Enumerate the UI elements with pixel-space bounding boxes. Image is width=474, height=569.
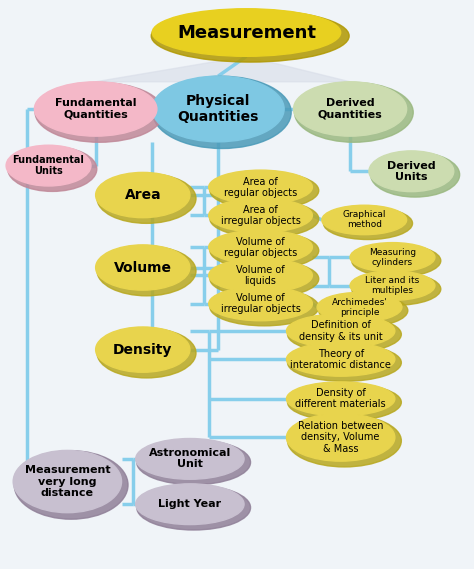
Text: Volume of
irregular objects: Volume of irregular objects: [220, 293, 301, 314]
Ellipse shape: [151, 10, 349, 62]
Text: Physical
Quantities: Physical Quantities: [177, 94, 259, 124]
Text: Light Year: Light Year: [158, 499, 221, 509]
Ellipse shape: [288, 344, 401, 381]
Ellipse shape: [288, 384, 401, 421]
Ellipse shape: [286, 343, 395, 376]
Ellipse shape: [96, 245, 190, 290]
Ellipse shape: [210, 260, 319, 298]
Ellipse shape: [371, 152, 460, 197]
Text: Density of
different materials: Density of different materials: [295, 388, 386, 410]
Polygon shape: [96, 56, 350, 82]
Ellipse shape: [323, 207, 412, 240]
Text: Volume: Volume: [114, 261, 172, 274]
Ellipse shape: [209, 199, 312, 232]
Text: Liter and its
multiples: Liter and its multiples: [365, 276, 419, 295]
Text: Derived
Units: Derived Units: [387, 160, 436, 182]
Text: Derived
Quantities: Derived Quantities: [318, 98, 383, 119]
Ellipse shape: [369, 151, 454, 192]
Text: Theory of
interatomic distance: Theory of interatomic distance: [290, 349, 391, 370]
Text: Fundamental
Units: Fundamental Units: [13, 155, 84, 176]
Ellipse shape: [294, 83, 413, 142]
Ellipse shape: [350, 242, 435, 272]
Ellipse shape: [210, 172, 319, 209]
Ellipse shape: [210, 232, 319, 269]
Text: Graphical
method: Graphical method: [343, 211, 386, 229]
Ellipse shape: [293, 82, 407, 136]
Text: Measuring
cylinders: Measuring cylinders: [369, 248, 416, 267]
Ellipse shape: [288, 415, 401, 467]
Text: Volume of
regular objects: Volume of regular objects: [224, 237, 297, 258]
Text: Archimedes'
principle: Archimedes' principle: [332, 298, 387, 317]
Ellipse shape: [286, 382, 395, 416]
Ellipse shape: [137, 485, 251, 530]
Text: Measurement
very long
distance: Measurement very long distance: [25, 465, 110, 498]
Ellipse shape: [153, 76, 291, 149]
Text: Area of
irregular objects: Area of irregular objects: [220, 205, 301, 226]
Ellipse shape: [319, 294, 408, 327]
Ellipse shape: [210, 288, 319, 326]
Ellipse shape: [35, 82, 157, 136]
Ellipse shape: [96, 172, 190, 218]
Text: Volume of
liquids: Volume of liquids: [236, 265, 285, 286]
Ellipse shape: [136, 439, 244, 479]
Ellipse shape: [209, 230, 312, 264]
Ellipse shape: [152, 9, 341, 56]
Ellipse shape: [286, 414, 395, 461]
Ellipse shape: [6, 145, 91, 186]
Text: Density: Density: [113, 343, 173, 357]
Ellipse shape: [209, 287, 312, 321]
Ellipse shape: [352, 273, 441, 305]
Ellipse shape: [8, 147, 97, 191]
Text: Definition of
density & its unit: Definition of density & its unit: [299, 320, 383, 341]
Ellipse shape: [13, 451, 121, 513]
Ellipse shape: [350, 271, 435, 300]
Ellipse shape: [352, 245, 441, 277]
Ellipse shape: [97, 174, 196, 224]
Ellipse shape: [97, 328, 196, 378]
Text: Astronomical
Unit: Astronomical Unit: [149, 448, 231, 469]
Ellipse shape: [97, 246, 196, 296]
Ellipse shape: [317, 292, 402, 322]
Text: Fundamental
Quantities: Fundamental Quantities: [55, 98, 137, 119]
Ellipse shape: [152, 76, 284, 142]
Text: Relation between
density, Volume
& Mass: Relation between density, Volume & Mass: [298, 421, 383, 453]
Ellipse shape: [137, 440, 251, 485]
Text: Area: Area: [125, 188, 161, 202]
Ellipse shape: [14, 451, 128, 519]
Ellipse shape: [210, 200, 319, 237]
Ellipse shape: [286, 314, 395, 348]
Text: Area of
regular objects: Area of regular objects: [224, 176, 297, 197]
Ellipse shape: [322, 205, 407, 234]
Ellipse shape: [136, 484, 244, 525]
Ellipse shape: [288, 316, 401, 353]
Ellipse shape: [209, 170, 312, 204]
Ellipse shape: [35, 83, 164, 142]
Ellipse shape: [209, 258, 312, 292]
Ellipse shape: [96, 327, 190, 372]
Text: Measurement: Measurement: [177, 23, 316, 42]
